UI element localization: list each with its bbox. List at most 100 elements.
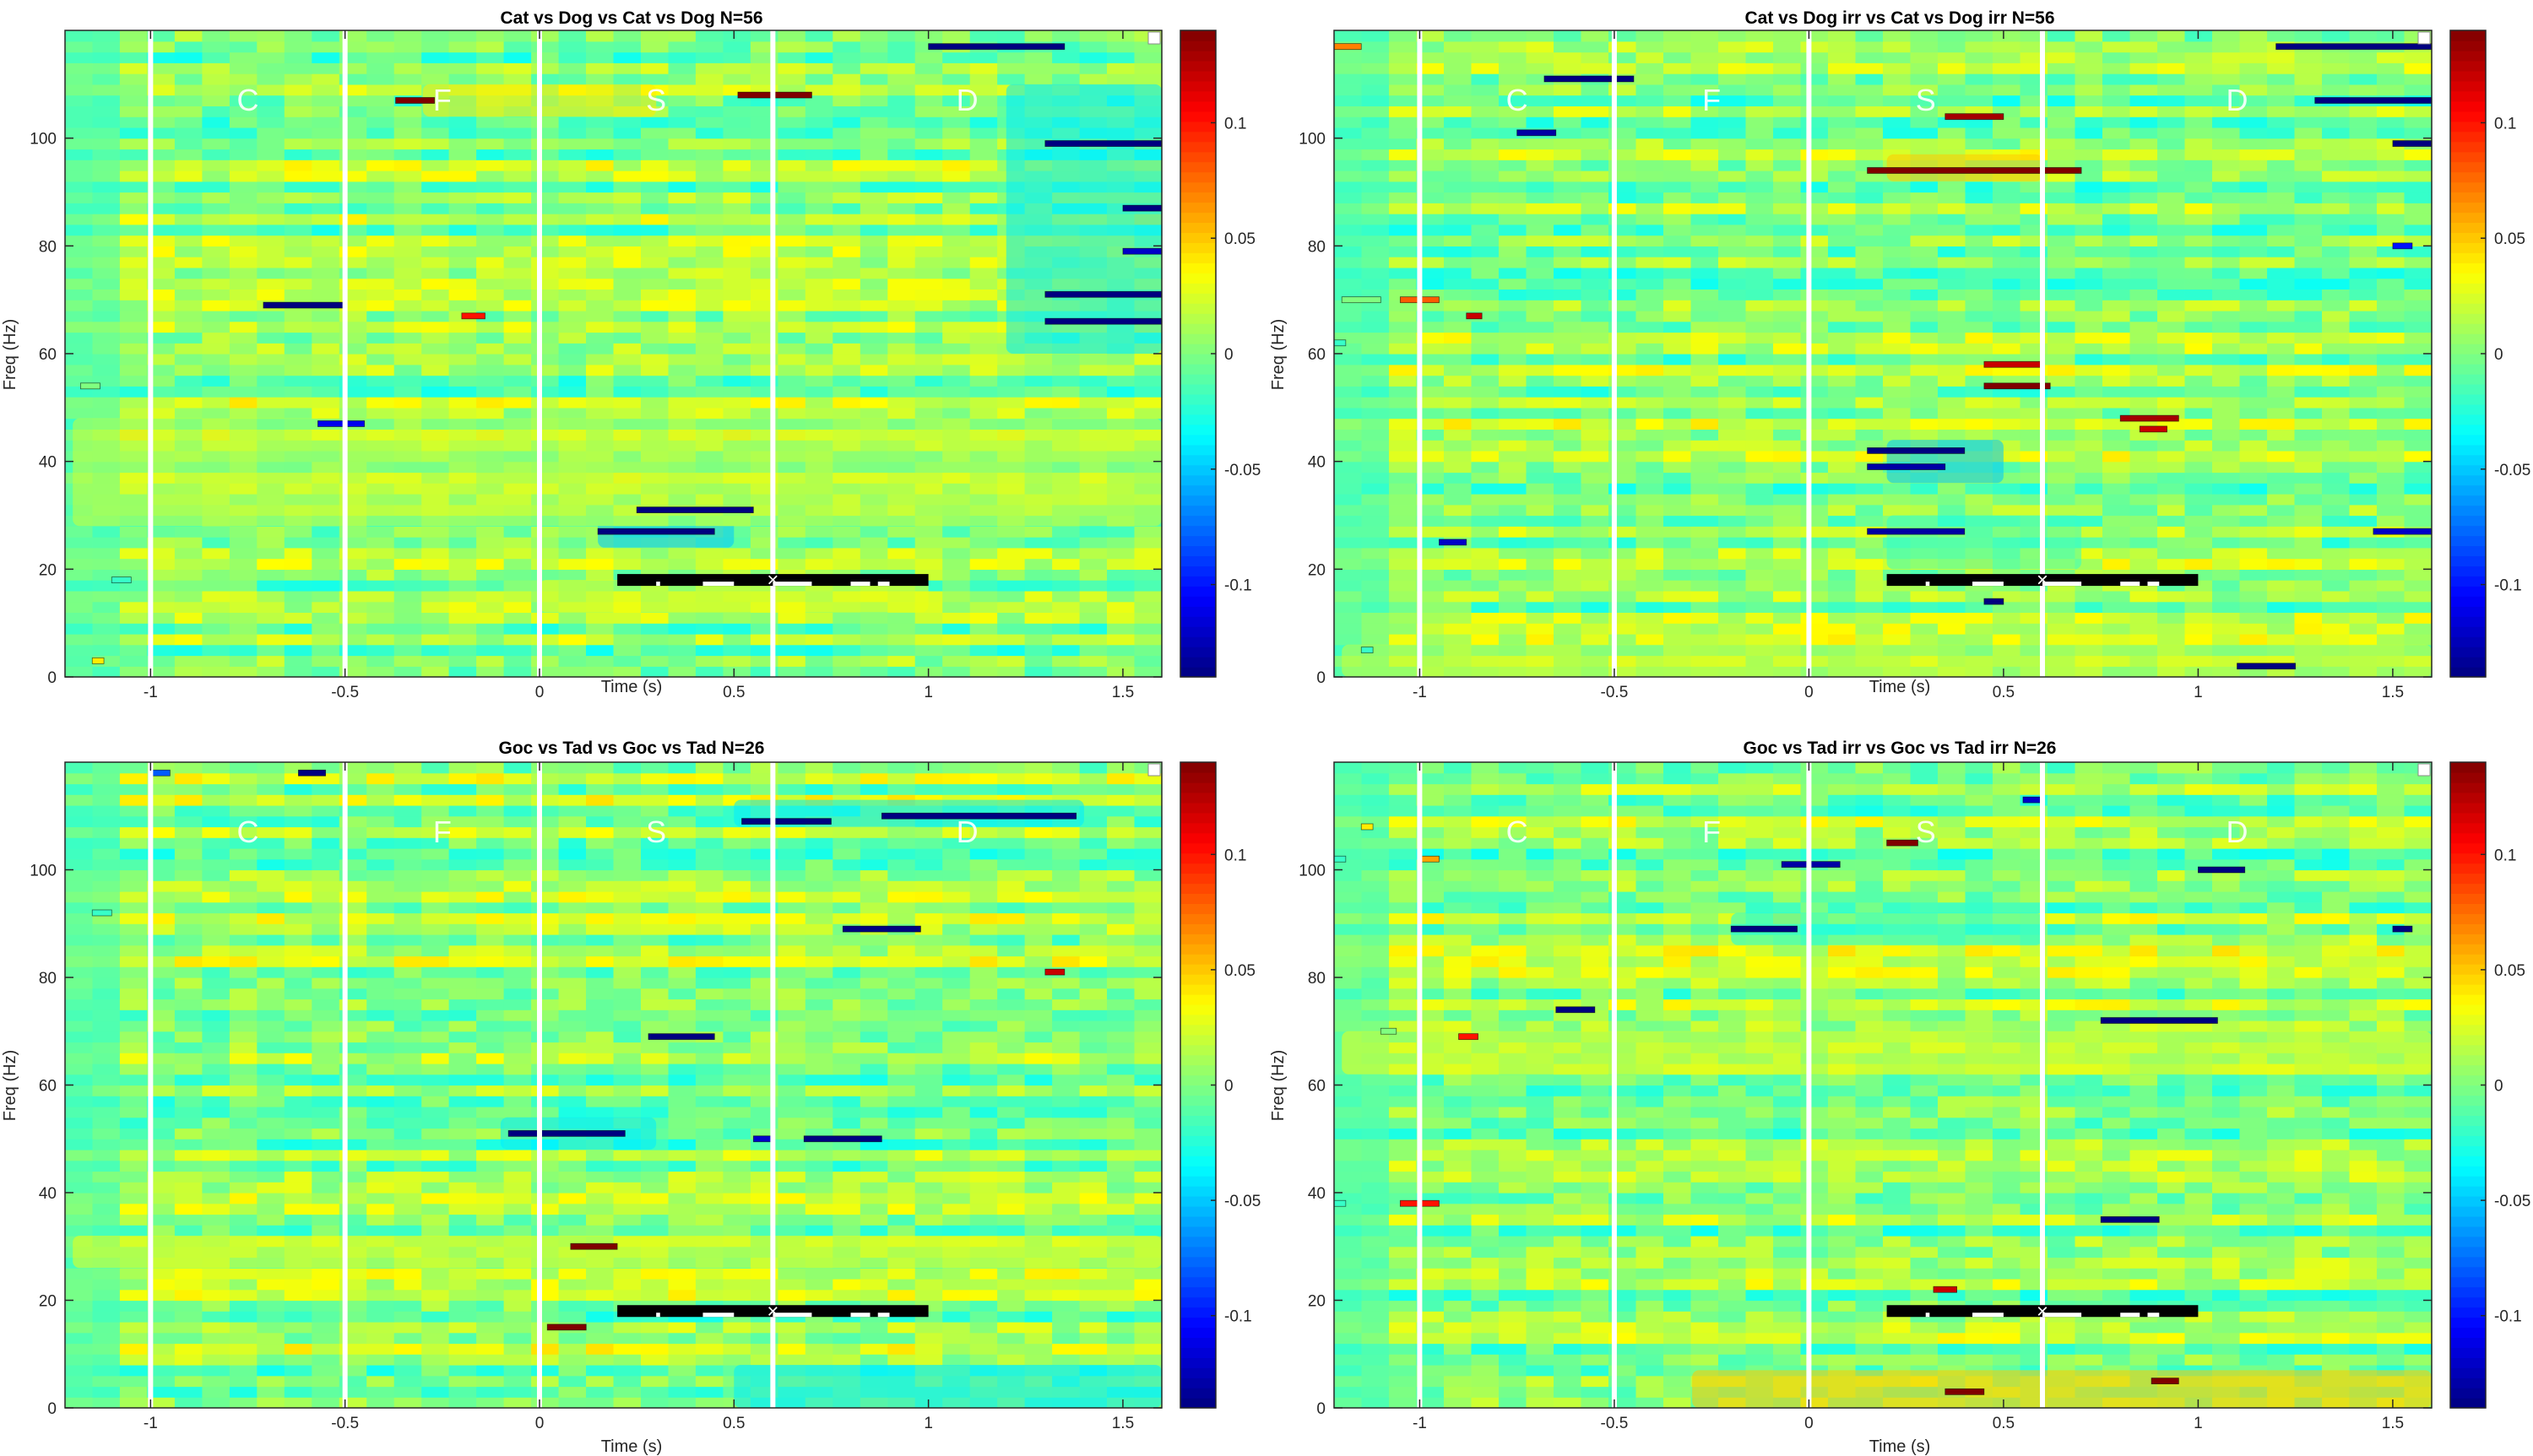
heatmap-cell	[1134, 537, 1163, 549]
heatmap-cell	[2048, 51, 2076, 63]
heatmap-cell	[393, 289, 422, 300]
heatmap-cell	[2102, 149, 2131, 160]
heatmap-cell	[2294, 461, 2323, 474]
heatmap-cell	[1910, 214, 1939, 225]
heatmap-cell	[2212, 138, 2241, 150]
heatmap-cell	[1965, 95, 1993, 106]
heatmap-cell	[1855, 397, 1884, 409]
heatmap-cell	[2377, 116, 2406, 128]
heatmap-cell	[1444, 623, 1473, 635]
heatmap-cell	[257, 590, 285, 603]
heatmap-cell	[1745, 62, 1774, 74]
heatmap-cell	[202, 655, 231, 667]
heatmap-cell	[2349, 375, 2378, 387]
heatmap-cell	[531, 332, 560, 344]
heatmap-cell	[1471, 267, 1500, 279]
heatmap-cell	[92, 257, 121, 268]
heatmap-cell	[1800, 397, 1829, 409]
heatmap-cell	[887, 526, 916, 538]
heatmap-cell	[503, 633, 532, 646]
heatmap-cell	[1581, 569, 1609, 581]
heatmap-cell	[2075, 590, 2103, 603]
heatmap-cell	[1471, 590, 1500, 603]
heatmap-cell	[723, 73, 751, 85]
heatmap-cell	[613, 224, 642, 236]
heatmap-cell	[1389, 450, 1418, 463]
heatmap-cell	[284, 181, 312, 193]
heatmap-cell	[1471, 127, 1500, 139]
heatmap-cell	[503, 644, 532, 657]
heatmap-cell	[2322, 138, 2351, 150]
heatmap-cell	[2377, 267, 2406, 279]
heatmap-cell	[695, 300, 724, 311]
heatmap-cell	[284, 267, 312, 279]
heatmap-cell	[1581, 515, 1609, 527]
heatmap-cell	[2184, 612, 2213, 624]
heatmap-cell	[174, 116, 203, 128]
heatmap-cell	[1965, 310, 1993, 322]
heatmap-cell	[1663, 300, 1692, 311]
heatmap-cell	[2075, 192, 2103, 203]
heatmap-cell	[421, 203, 450, 214]
heatmap-cell	[1361, 461, 1390, 474]
heatmap-cell	[393, 149, 422, 160]
heatmap-cell	[997, 375, 1026, 387]
heatmap-cell	[1526, 95, 1554, 106]
heatmap-cell	[1334, 224, 1363, 236]
heatmap-cell	[1745, 214, 1774, 225]
heatmap-cell	[1883, 321, 1912, 333]
heatmap-cell	[312, 558, 340, 570]
heatmap-cell	[448, 149, 477, 160]
heatmap-cell	[2157, 461, 2186, 474]
heatmap-cell	[65, 407, 94, 419]
heatmap-cell	[1910, 289, 1939, 300]
heatmap-cell	[2267, 483, 2296, 495]
heatmap-cell	[1938, 30, 1966, 42]
heatmap-cell	[448, 73, 477, 85]
heatmap-cell	[2129, 127, 2158, 139]
heatmap-cell	[2322, 30, 2351, 42]
heatmap-cell	[969, 116, 998, 128]
heatmap-cell	[1444, 407, 1473, 419]
heatmap-cell	[284, 95, 312, 106]
heatmap-cell	[997, 623, 1026, 635]
heatmap-cell	[2294, 51, 2323, 63]
heatmap-cell	[257, 181, 285, 193]
heatmap-cell	[2404, 127, 2433, 139]
heatmap-cell	[2377, 62, 2406, 74]
heatmap-cell	[1554, 580, 1582, 592]
significant-cluster	[1983, 360, 2043, 368]
heatmap-cell	[1800, 429, 1829, 441]
heatmap-cell	[997, 633, 1026, 646]
heatmap-cell	[531, 257, 560, 268]
heatmap-cell	[613, 203, 642, 214]
heatmap-cell	[1828, 203, 1857, 214]
heatmap-cell	[2129, 149, 2158, 160]
heatmap-cell	[1635, 461, 1664, 474]
heatmap-cell	[1471, 343, 1500, 355]
heatmap-cell	[2129, 354, 2158, 365]
heatmap-cell	[1499, 504, 1527, 517]
heatmap-cell	[503, 526, 532, 538]
heatmap-cell	[558, 666, 587, 678]
heatmap-cell	[887, 257, 916, 268]
heatmap-cell	[503, 354, 532, 365]
heatmap-cell	[1499, 472, 1527, 484]
heatmap-cell	[1800, 407, 1829, 419]
heatmap-cell	[778, 537, 806, 549]
heatmap-cell	[2294, 547, 2323, 560]
heatmap-cell	[284, 127, 312, 139]
heatmap-cell	[805, 267, 833, 279]
heatmap-cell	[2048, 257, 2076, 268]
heatmap-cell	[2322, 590, 2351, 603]
heatmap-cell	[92, 397, 121, 409]
heatmap-cell	[284, 666, 312, 678]
colorbar-step	[1180, 222, 1216, 233]
heatmap-cell	[92, 84, 121, 96]
heatmap-cell	[2404, 623, 2433, 635]
heatmap-cell	[805, 51, 833, 63]
heatmap-cell	[860, 51, 888, 63]
significant-cluster	[1543, 75, 1635, 83]
heatmap-cell	[1052, 612, 1081, 624]
heatmap-cell	[2157, 494, 2186, 506]
